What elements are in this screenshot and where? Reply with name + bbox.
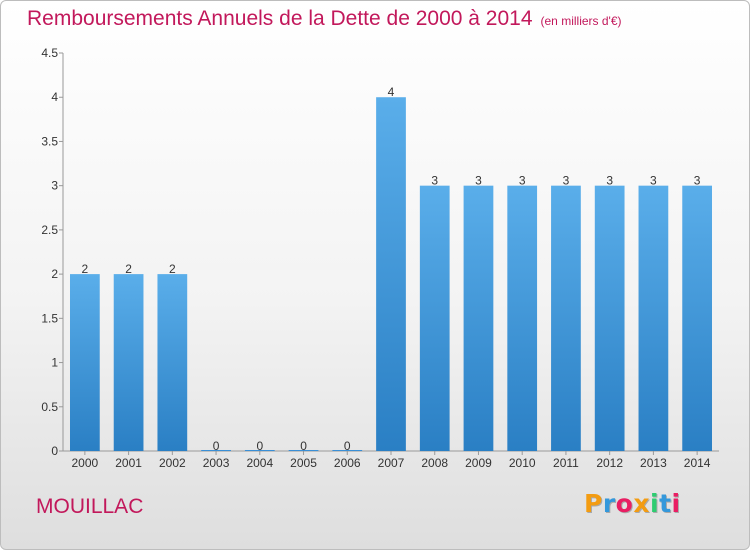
bar-value-label: 2 [125,262,132,276]
bar [332,450,363,451]
x-tick-label: 2012 [596,456,623,470]
bar [113,274,144,451]
x-tick-label: 2009 [465,456,492,470]
bar [201,450,231,451]
y-tick-label: 1.5 [41,311,58,325]
logo-letter: P [584,489,603,518]
bar-value-label: 4 [388,85,395,99]
y-tick-label: 3.5 [41,134,58,148]
x-tick-label: 2003 [203,456,230,470]
bar-value-label: 3 [519,174,526,188]
bar [419,185,450,451]
x-tick-label: 2004 [246,456,273,470]
logo-letter: i [671,489,681,518]
y-tick-label: 2.5 [41,223,58,237]
bar-value-label: 0 [344,439,351,453]
x-tick-label: 2007 [378,456,405,470]
proxiti-logo: Proxiti [584,489,681,518]
bar [157,274,188,451]
bar-value-label: 3 [431,174,438,188]
x-tick-label: 2006 [334,456,361,470]
bar-value-label: 0 [213,439,220,453]
chart-bars: 2 2 2 0 0 0 0 4 3 3 3 3 3 3 3 [69,85,713,453]
bar-value-label: 0 [256,439,263,453]
y-tick-label: 1 [51,356,58,370]
bar-value-label: 3 [563,174,570,188]
bar-value-label: 2 [169,262,176,276]
bar-value-label: 2 [82,262,89,276]
y-tick-label: 2 [51,267,58,281]
bar [376,97,406,451]
bar [288,450,319,451]
chart-title-text: Remboursements Annuels de la Dette de 20… [27,7,533,30]
logo-letter: t [659,489,672,518]
x-tick-label: 2014 [684,456,711,470]
y-tick-label: 0 [51,444,58,458]
chart-unit: (en milliers d'€) [540,14,622,28]
bar [507,185,538,451]
commune-name: MOUILLAC [36,495,144,518]
y-tick-label: 4.5 [41,46,58,60]
bar-value-label: 3 [650,174,657,188]
logo-letter: i [650,489,660,518]
x-tick-label: 2010 [509,456,536,470]
bar [551,185,581,451]
bar [682,185,713,451]
x-tick-label: 2008 [421,456,448,470]
logo-letter: x [633,489,650,518]
x-tick-label: 2011 [553,456,579,470]
y-tick-label: 3 [51,179,58,193]
bar [638,185,669,451]
bar [69,274,100,451]
x-tick-label: 2005 [290,456,317,470]
y-tick-label: 4 [51,90,58,104]
logo-letter: o [615,489,634,518]
logo-letter: r [602,489,616,518]
bar-value-label: 3 [606,174,613,188]
bar-value-label: 3 [475,174,482,188]
bar-value-label: 3 [694,174,701,188]
bar [244,450,275,451]
chart-title: Remboursements Annuels de la Dette de 20… [27,7,622,31]
y-tick-label: 0.5 [41,400,58,414]
x-tick-label: 2000 [72,456,99,470]
bar [594,185,625,451]
x-tick-label: 2002 [159,456,186,470]
x-tick-label: 2013 [640,456,667,470]
x-tick-label: 2001 [115,456,142,470]
bar-value-label: 0 [300,439,307,453]
bar [463,185,494,451]
